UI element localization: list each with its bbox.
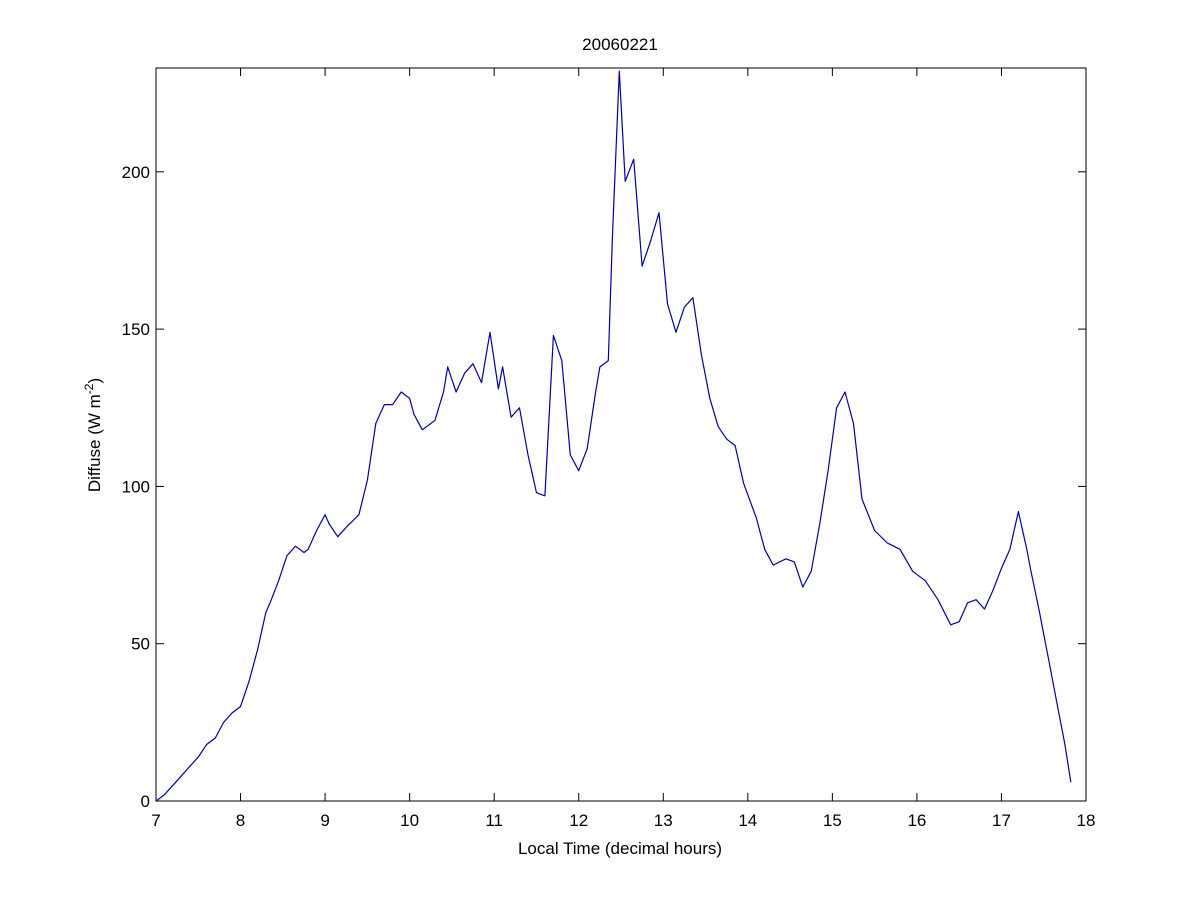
- y-tick-label: 0: [141, 792, 150, 811]
- x-tick-label: 7: [151, 811, 160, 830]
- x-tick-label: 13: [654, 811, 673, 830]
- x-tick-label: 8: [236, 811, 245, 830]
- x-tick-label: 10: [400, 811, 419, 830]
- x-axis-label: Local Time (decimal hours): [518, 839, 722, 858]
- y-axis-label-end: ): [85, 378, 104, 384]
- y-tick-label: 200: [122, 163, 150, 182]
- x-tick-label: 14: [738, 811, 757, 830]
- x-tick-label: 11: [485, 811, 503, 830]
- y-tick-label: 50: [131, 635, 150, 654]
- y-tick-label: 150: [122, 320, 150, 339]
- chart-title: 20060221: [582, 35, 658, 54]
- plot-frame: [155, 67, 1087, 802]
- x-tick-label: 12: [569, 811, 588, 830]
- y-axis-label-main: Diffuse (W m: [85, 394, 104, 492]
- y-tick-label: 100: [122, 477, 150, 496]
- series-line: [155, 70, 1072, 802]
- x-tick-label: 15: [823, 811, 842, 830]
- x-tick-label: 17: [992, 811, 1011, 830]
- y-axis: 0 50 100 150 200: [122, 163, 1086, 811]
- y-axis-label: Diffuse (W m-2): [82, 378, 104, 492]
- x-axis: 7 8 9 10 11 12 13 14 15 16 17 18: [151, 68, 1095, 830]
- x-tick-label: 18: [1077, 811, 1096, 830]
- x-tick-label: 16: [907, 811, 926, 830]
- plot-area: 7 8 9 10 11 12 13 14 15 16 17 18 0 50 100 150 200: [122, 67, 1095, 830]
- y-axis-label-superscript: -2: [82, 383, 96, 394]
- x-tick-label: 9: [320, 811, 329, 830]
